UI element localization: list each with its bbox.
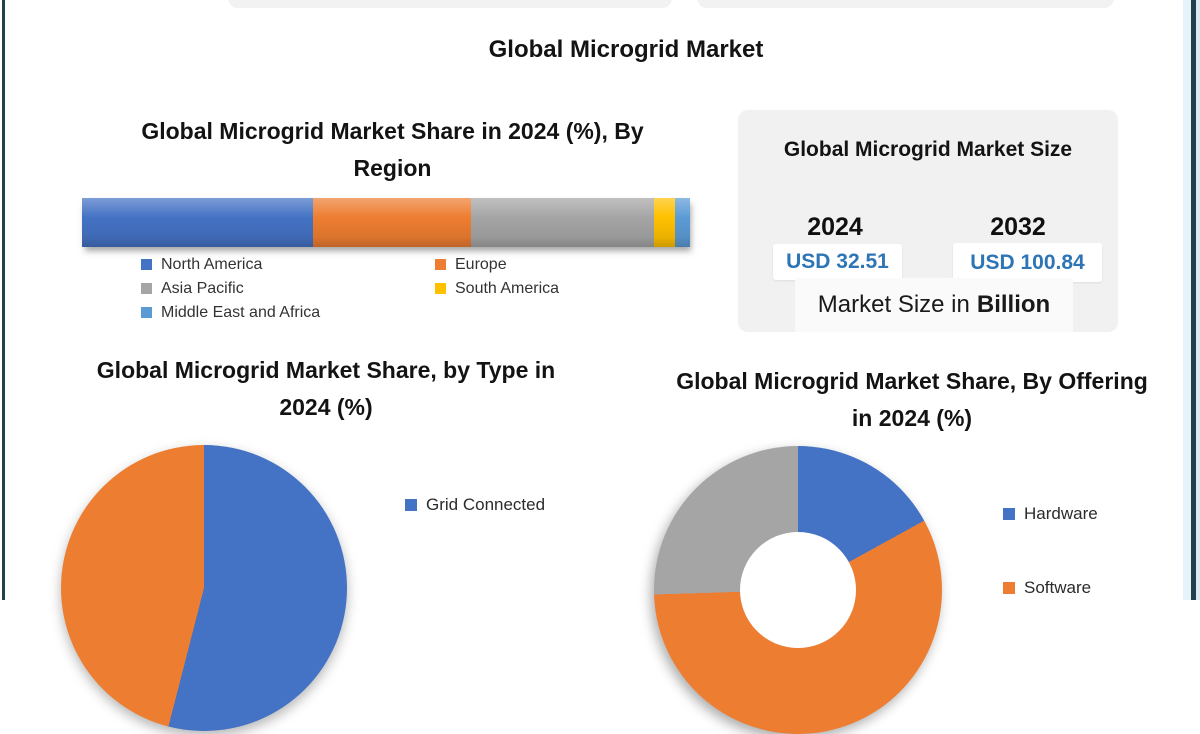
frame-left-border: [2, 0, 5, 600]
legend-item-asia-pacific: Asia Pacific: [141, 280, 435, 297]
donut-hole: [740, 532, 856, 648]
legend-label-south-america: South America: [455, 280, 560, 297]
legend-swatch-hardware: [1003, 507, 1015, 520]
frame-right-inner-strip: [1183, 0, 1191, 600]
legend-swatch-asia-pacific: [141, 283, 152, 294]
offering-legend: Hardware Software: [1003, 505, 1098, 596]
legend-swatch-north-america: [141, 259, 152, 270]
legend-item-software: Software: [1003, 579, 1098, 596]
region-legend: North America Europe Asia Pacific South Ame…: [141, 256, 559, 321]
legend-item-grid-connected: Grid Connected: [405, 496, 545, 513]
legend-swatch-europe: [435, 259, 446, 270]
type-pie-chart: [61, 445, 347, 731]
legend-item-south-america: South America: [435, 280, 559, 297]
legend-label-hardware: Hardware: [1024, 504, 1098, 523]
legend-label-asia-pacific: Asia Pacific: [161, 280, 244, 297]
market-size-card: Global Microgrid Market Size 2024 2032 U…: [738, 110, 1118, 332]
page-title: Global Microgrid Market: [488, 36, 764, 63]
frame-right-outer-strip: [1196, 0, 1200, 600]
top-card-left: [228, 0, 672, 8]
market-size-2032-value: USD 100.84: [953, 243, 1102, 282]
legend-label-grid-connected: Grid Connected: [426, 495, 546, 514]
bar-segment-middle-east-and-africa: [674, 198, 690, 247]
legend-swatch-grid-connected: [405, 498, 417, 511]
type-chart-title: Global Microgrid Market Share, by Type i…: [96, 357, 556, 421]
legend-item-north-america: North America: [141, 256, 435, 273]
offering-chart-title: Global Microgrid Market Share, By Offeri…: [676, 368, 1148, 432]
caption-text: Market Size in: [817, 291, 970, 318]
legend-label-middle-east-and-africa: Middle East and Africa: [161, 304, 321, 321]
market-size-2024-value: USD 32.51: [773, 244, 902, 280]
bar-segment-north-america: [82, 198, 314, 247]
bar-segment-south-america: [653, 198, 675, 247]
region-stacked-bar: [82, 198, 690, 247]
frame-right-border: [1191, 0, 1196, 600]
market-size-title: Global Microgrid Market Size: [783, 138, 1073, 161]
market-size-caption: Market Size in Billion: [795, 278, 1073, 332]
bar-segment-asia-pacific: [471, 198, 654, 247]
top-card-right: [697, 0, 1114, 8]
type-legend: Grid Connected: [405, 496, 545, 513]
year-2024-label: 2024: [807, 213, 863, 241]
bar-segment-europe: [313, 198, 472, 247]
caption-unit: Billion: [976, 291, 1051, 318]
year-2032-label: 2032: [990, 213, 1046, 241]
legend-item-europe: Europe: [435, 256, 559, 273]
offering-donut-chart: [654, 446, 942, 734]
legend-label-north-america: North America: [161, 256, 263, 273]
legend-swatch-software: [1003, 581, 1015, 594]
legend-label-europe: Europe: [455, 256, 507, 273]
legend-item-hardware: Hardware: [1003, 505, 1098, 522]
legend-swatch-middle-east-and-africa: [141, 307, 152, 318]
legend-swatch-south-america: [435, 283, 446, 294]
legend-label-software: Software: [1024, 578, 1092, 597]
legend-item-middle-east-and-africa: Middle East and Africa: [141, 304, 435, 321]
region-chart-title: Global Microgrid Market Share in 2024 (%…: [141, 118, 644, 182]
